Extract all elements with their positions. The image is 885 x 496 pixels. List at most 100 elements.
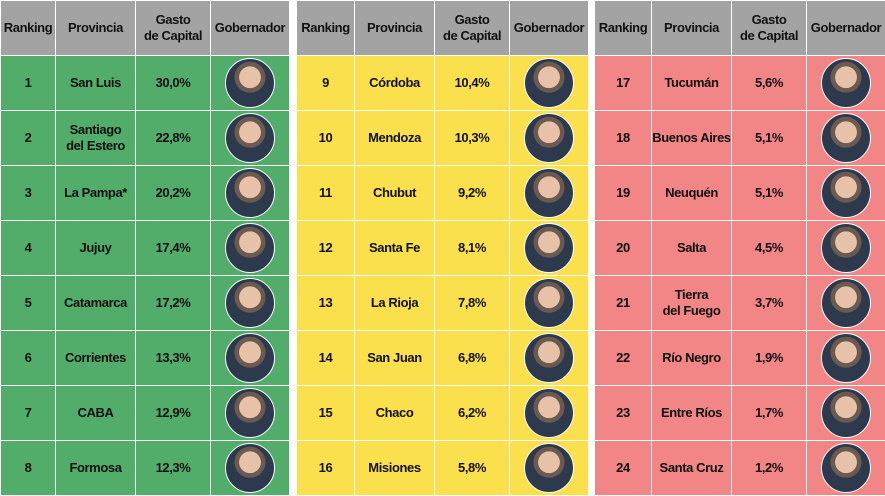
- governor-photo: [225, 113, 275, 163]
- ranking-cell: 22: [595, 331, 652, 386]
- capital-spending-cell: 30,0%: [136, 56, 211, 111]
- ranking-cell: 15: [297, 386, 355, 441]
- province-cell: San Luis: [56, 56, 136, 111]
- ranking-cell: 23: [595, 386, 652, 441]
- province-cell: La Pampa*: [56, 166, 136, 221]
- governor-photo: [225, 333, 275, 383]
- governor-cell: [807, 111, 885, 166]
- governor-photo: [821, 388, 871, 438]
- governor-cell: [807, 221, 885, 276]
- governor-cell: [510, 111, 589, 166]
- ranking-cell: 11: [297, 166, 355, 221]
- governor-photo: [821, 223, 871, 273]
- ranking-cell: 16: [297, 441, 355, 496]
- ranking-cell: 8: [1, 441, 56, 496]
- province-cell: Entre Ríos: [652, 386, 732, 441]
- province-cell: La Rioja: [355, 276, 435, 331]
- capital-spending-cell: 8,1%: [435, 221, 510, 276]
- governor-cell: [807, 331, 885, 386]
- header-cell: Ranking: [595, 1, 652, 56]
- ranking-cell: 19: [595, 166, 652, 221]
- governor-photo: [524, 278, 574, 328]
- governor-cell: [807, 56, 885, 111]
- governor-cell: [510, 56, 589, 111]
- governor-photo: [524, 333, 574, 383]
- governor-cell: [807, 386, 885, 441]
- province-cell: Neuquén: [652, 166, 732, 221]
- governor-cell: [510, 331, 589, 386]
- ranking-cell: 18: [595, 111, 652, 166]
- header-cell: Gobernador: [211, 1, 290, 56]
- capital-spending-cell: 5,1%: [732, 166, 807, 221]
- province-cell: Río Negro: [652, 331, 732, 386]
- ranking-cell: 20: [595, 221, 652, 276]
- header-cell: Provincia: [355, 1, 435, 56]
- province-cell: CABA: [56, 386, 136, 441]
- capital-spending-cell: 17,2%: [136, 276, 211, 331]
- capital-spending-cell: 1,2%: [732, 441, 807, 496]
- province-cell: San Juan: [355, 331, 435, 386]
- capital-spending-cell: 20,2%: [136, 166, 211, 221]
- governor-cell: [510, 441, 589, 496]
- ranking-cell: 3: [1, 166, 56, 221]
- capital-spending-cell: 4,5%: [732, 221, 807, 276]
- header-cell: Gobernador: [510, 1, 589, 56]
- governor-photo: [821, 58, 871, 108]
- province-cell: Córdoba: [355, 56, 435, 111]
- governor-photo: [524, 113, 574, 163]
- governor-photo: [821, 333, 871, 383]
- header-cell: Ranking: [1, 1, 56, 56]
- governor-cell: [211, 111, 290, 166]
- governor-photo: [821, 278, 871, 328]
- header-cell: Gasto de Capital: [435, 1, 510, 56]
- governor-photo: [524, 58, 574, 108]
- header-cell: Gasto de Capital: [732, 1, 807, 56]
- ranking-cell: 5: [1, 276, 56, 331]
- province-cell: Catamarca: [56, 276, 136, 331]
- province-cell: Santa Cruz: [652, 441, 732, 496]
- province-cell: Corrientes: [56, 331, 136, 386]
- ranking-cell: 14: [297, 331, 355, 386]
- capital-spending-cell: 12,9%: [136, 386, 211, 441]
- governor-cell: [807, 441, 885, 496]
- capital-spending-cell: 17,4%: [136, 221, 211, 276]
- province-cell: Tucumán: [652, 56, 732, 111]
- capital-spending-cell: 7,8%: [435, 276, 510, 331]
- governor-photo: [225, 58, 275, 108]
- header-cell: Provincia: [652, 1, 732, 56]
- ranking-cell: 10: [297, 111, 355, 166]
- governor-photo: [821, 168, 871, 218]
- capital-spending-cell: 22,8%: [136, 111, 211, 166]
- governor-photo: [225, 168, 275, 218]
- header-cell: Gasto de Capital: [136, 1, 211, 56]
- capital-spending-cell: 5,6%: [732, 56, 807, 111]
- governor-cell: [211, 56, 290, 111]
- capital-spending-cell: 9,2%: [435, 166, 510, 221]
- capital-spending-cell: 5,8%: [435, 441, 510, 496]
- governor-photo: [524, 388, 574, 438]
- governor-photo: [225, 278, 275, 328]
- capital-spending-cell: 10,3%: [435, 111, 510, 166]
- ranking-cell: 4: [1, 221, 56, 276]
- governor-cell: [211, 441, 290, 496]
- governor-cell: [211, 331, 290, 386]
